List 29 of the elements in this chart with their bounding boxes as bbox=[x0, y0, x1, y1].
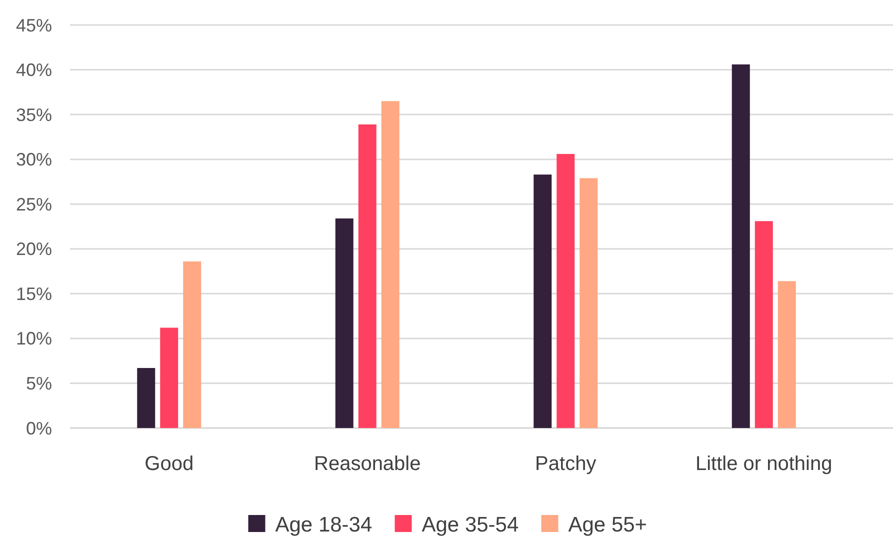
bar bbox=[183, 261, 202, 428]
bar bbox=[778, 281, 796, 428]
x-tick-label: Little or nothing bbox=[695, 453, 832, 475]
legend-label: Age 55+ bbox=[568, 513, 648, 536]
bar bbox=[534, 174, 552, 428]
x-tick-label: Good bbox=[144, 453, 194, 475]
y-tick-label: 10% bbox=[16, 328, 52, 349]
y-tick-label: 5% bbox=[26, 374, 52, 394]
legend-label: Age 35-54 bbox=[422, 513, 519, 536]
bar bbox=[556, 154, 575, 428]
y-tick-label: 30% bbox=[16, 150, 52, 170]
bar bbox=[754, 221, 773, 428]
bar bbox=[137, 368, 156, 428]
y-tick-label: 15% bbox=[16, 284, 52, 304]
bar bbox=[580, 178, 598, 428]
bar bbox=[160, 328, 178, 428]
bar bbox=[732, 64, 750, 428]
y-tick-label: 25% bbox=[16, 194, 52, 214]
bar bbox=[358, 124, 376, 428]
legend-label: Age 18-34 bbox=[275, 513, 372, 536]
bar bbox=[381, 101, 400, 428]
y-tick-label: 45% bbox=[16, 15, 52, 36]
y-tick-label: 0% bbox=[26, 418, 52, 438]
x-tick-label: Patchy bbox=[535, 453, 596, 475]
y-tick-label: 40% bbox=[16, 60, 52, 80]
x-tick-label: Reasonable bbox=[314, 453, 421, 475]
bar bbox=[335, 218, 354, 428]
y-tick-label: 35% bbox=[16, 104, 52, 125]
y-tick-label: 20% bbox=[16, 239, 52, 260]
